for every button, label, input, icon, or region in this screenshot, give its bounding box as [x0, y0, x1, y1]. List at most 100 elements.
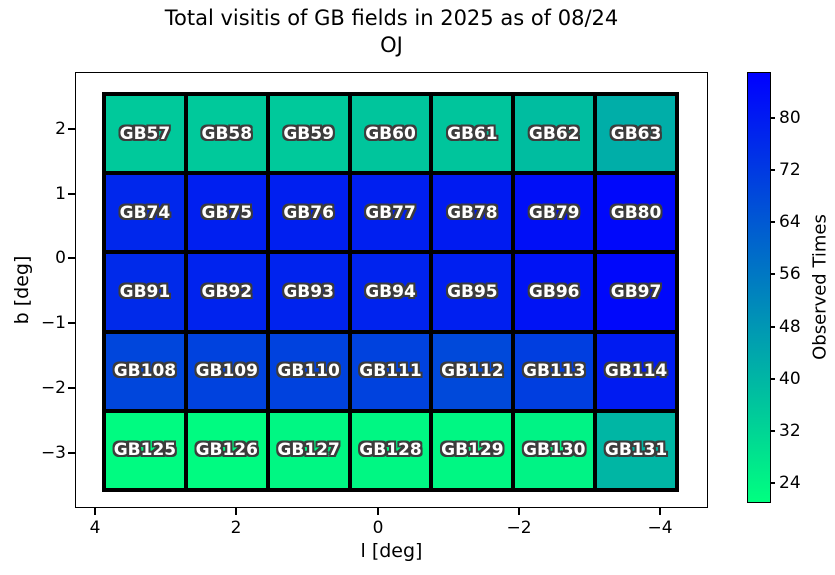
field-label: GB74 — [119, 202, 171, 223]
field-label: GB130 — [523, 440, 586, 461]
heatmap-cell: GB111 — [351, 333, 430, 409]
tick-mark — [659, 508, 661, 515]
heatmap-cell: GB93 — [269, 254, 348, 330]
field-label: GB79 — [528, 202, 580, 223]
tick-mark — [68, 452, 75, 454]
field-label: GB96 — [528, 281, 580, 302]
heatmap-cell: GB60 — [351, 96, 430, 172]
heatmap-cell: GB110 — [269, 333, 348, 409]
field-label: GB80 — [610, 202, 662, 223]
heatmap-cell: GB92 — [187, 254, 266, 330]
heatmap-cell: GB57 — [106, 96, 184, 172]
chart-title: Total visitis of GB fields in 2025 as of… — [75, 5, 708, 60]
x-tick-label: −4 — [647, 518, 673, 538]
tick-mark — [770, 221, 775, 224]
tick-mark — [94, 508, 96, 515]
heatmap-cell: GB112 — [433, 333, 512, 409]
heatmap-cell: GB91 — [106, 254, 184, 330]
x-tick-label: 4 — [89, 518, 101, 538]
tick-mark — [68, 257, 75, 259]
colorbar-tick-label: 72 — [779, 159, 801, 180]
colorbar-tick-label: 80 — [779, 107, 801, 128]
heatmap-cell: GB131 — [597, 412, 675, 488]
heatmap-cell: GB61 — [433, 96, 512, 172]
heatmap-cell: GB63 — [597, 96, 675, 172]
heatmap-cell: GB108 — [106, 333, 184, 409]
field-label: GB75 — [201, 202, 253, 223]
field-label: GB60 — [365, 123, 416, 144]
y-tick-label: 2 — [55, 119, 66, 139]
field-label: GB111 — [359, 361, 422, 382]
field-label: GB129 — [441, 440, 504, 461]
field-label: GB93 — [283, 281, 334, 302]
y-axis-label: b [deg] — [11, 255, 33, 325]
field-label: GB125 — [113, 440, 177, 461]
field-label: GB59 — [283, 123, 334, 144]
tick-mark — [68, 128, 75, 130]
tick-mark — [68, 387, 75, 389]
heatmap-cell: GB127 — [269, 412, 348, 488]
heatmap-cell: GB77 — [351, 175, 430, 251]
field-label: GB77 — [365, 202, 416, 223]
heatmap-cell: GB130 — [515, 412, 594, 488]
tick-mark — [68, 322, 75, 324]
field-label: GB62 — [528, 123, 580, 144]
y-tick-label: −3 — [40, 443, 66, 463]
tick-mark — [68, 193, 75, 195]
heatmap-cell: GB97 — [597, 254, 675, 330]
tick-mark — [770, 377, 775, 380]
tick-mark — [770, 116, 775, 119]
chart-title-line2: OJ — [380, 33, 403, 58]
field-label: GB91 — [119, 281, 171, 302]
field-label: GB109 — [195, 361, 258, 382]
heatmap-cell: GB126 — [187, 412, 266, 488]
heatmap-cell: GB128 — [351, 412, 430, 488]
field-label: GB131 — [604, 440, 668, 461]
field-label: GB57 — [119, 123, 171, 144]
tick-mark — [770, 273, 775, 276]
field-label: GB112 — [441, 361, 504, 382]
heatmap-cell: GB125 — [106, 412, 184, 488]
field-label: GB58 — [201, 123, 253, 144]
tick-mark — [377, 508, 379, 515]
colorbar-tick-label: 24 — [779, 473, 801, 494]
field-label: GB63 — [610, 123, 662, 144]
colorbar-tick-label: 48 — [779, 316, 801, 337]
field-label: GB127 — [277, 440, 340, 461]
tick-mark — [770, 482, 775, 485]
field-label: GB114 — [604, 361, 668, 382]
chart-title-line1: Total visitis of GB fields in 2025 as of… — [164, 6, 619, 30]
heatmap-cell: GB75 — [187, 175, 266, 251]
heatmap-cell: GB113 — [515, 333, 594, 409]
heatmap-cell: GB95 — [433, 254, 512, 330]
colorbar-tick-label: 64 — [779, 212, 801, 233]
heatmap-cell: GB58 — [187, 96, 266, 172]
heatmap-cell: GB79 — [515, 175, 594, 251]
x-tick-label: 0 — [372, 518, 384, 538]
tick-mark — [770, 168, 775, 171]
field-label: GB110 — [277, 361, 340, 382]
field-label: GB94 — [365, 281, 416, 302]
y-tick-label: 1 — [55, 184, 66, 204]
field-label: GB128 — [359, 440, 422, 461]
field-label: GB97 — [610, 281, 662, 302]
field-label: GB61 — [447, 123, 498, 144]
heatmap-cell: GB76 — [269, 175, 348, 251]
heatmap-cell: GB78 — [433, 175, 512, 251]
heatmap-cell: GB80 — [597, 175, 675, 251]
tick-mark — [235, 508, 237, 515]
heatmap-cell: GB129 — [433, 412, 512, 488]
tick-mark — [770, 325, 775, 328]
colorbar-label: Observed Times — [809, 214, 831, 360]
colorbar — [747, 72, 771, 503]
x-tick-label: 2 — [230, 518, 242, 538]
tick-mark — [770, 430, 775, 433]
heatmap-cell: GB74 — [106, 175, 184, 251]
field-label: GB108 — [113, 361, 177, 382]
field-label: GB78 — [447, 202, 498, 223]
colorbar-tick-label: 56 — [779, 264, 801, 285]
heatmap-cell: GB59 — [269, 96, 348, 172]
x-tick-label: −2 — [506, 518, 532, 538]
field-label: GB92 — [201, 281, 253, 302]
